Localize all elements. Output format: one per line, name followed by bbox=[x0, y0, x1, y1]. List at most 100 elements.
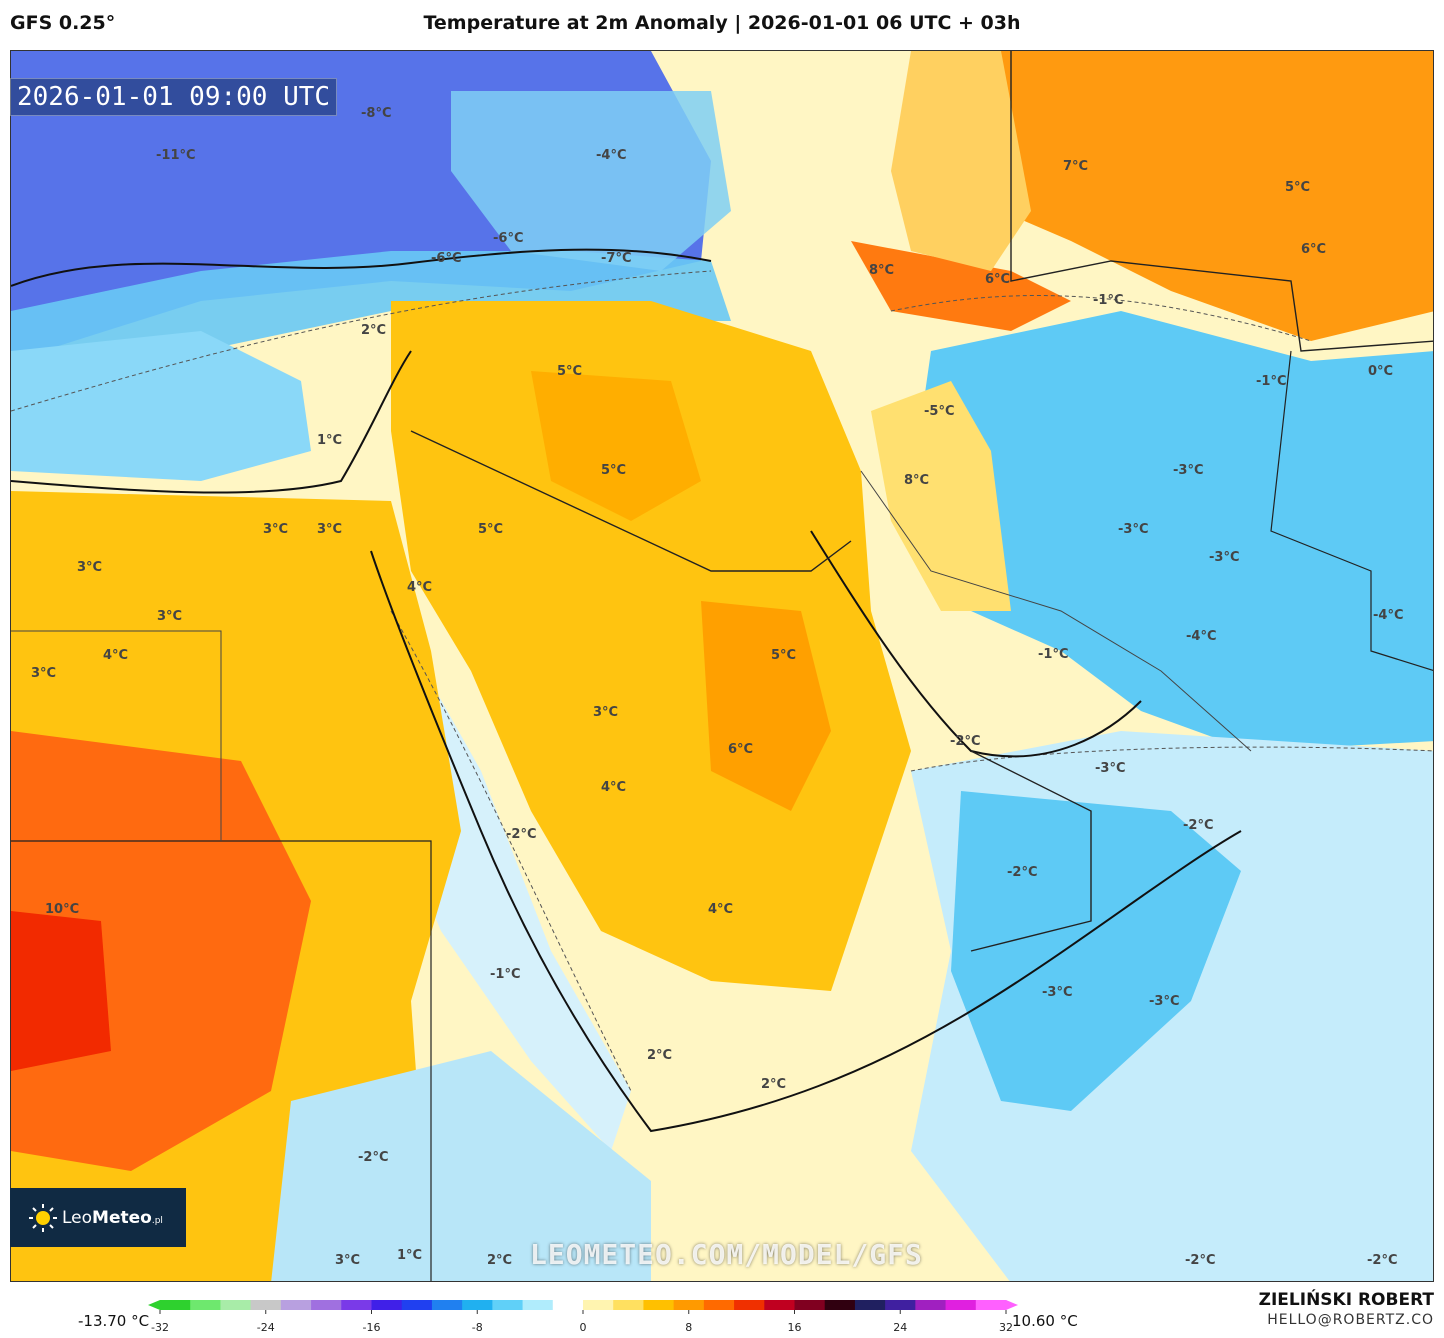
map-label: 5°C bbox=[557, 364, 582, 379]
colorbar-swatch bbox=[794, 1300, 826, 1310]
border bbox=[970, 750, 1092, 952]
colorbar-tick-label: -32 bbox=[151, 1321, 169, 1334]
colorbar-swatch bbox=[160, 1300, 191, 1310]
coastline bbox=[11, 350, 412, 494]
cold-region-iran bbox=[911, 311, 1433, 751]
logo-text: LeoMeteo.pl bbox=[62, 1207, 163, 1228]
map-label: 6°C bbox=[728, 742, 753, 757]
chart-title: Temperature at 2m Anomaly | 2026-01-01 0… bbox=[423, 12, 1021, 34]
colorbar-swatch bbox=[764, 1300, 795, 1310]
author-email: HELLO@ROBERTZ.CO bbox=[1267, 1312, 1434, 1328]
map-canvas: -8°C -11°C -4°C -6°C -6°C -7°C 7°C 5°C 6… bbox=[11, 51, 1433, 1281]
colorbar-tick-label: 24 bbox=[893, 1321, 907, 1334]
map-label: -7°C bbox=[601, 251, 631, 266]
map-label: 3°C bbox=[77, 560, 102, 575]
colorbar-swatch bbox=[824, 1300, 856, 1310]
contour-line bbox=[910, 746, 1433, 772]
colorbar-tick-label: -8 bbox=[472, 1321, 483, 1334]
map-label: 10°C bbox=[45, 902, 79, 917]
warm-core-central-arabia bbox=[701, 601, 831, 811]
cold-region-oman bbox=[951, 791, 1241, 1111]
coastline bbox=[810, 530, 1142, 758]
colorbar-swatch bbox=[311, 1300, 342, 1310]
colorbar-swatch bbox=[431, 1300, 463, 1310]
colorbar-swatch bbox=[250, 1300, 282, 1310]
colorbar-swatch bbox=[975, 1300, 1007, 1310]
map-label: 4°C bbox=[103, 648, 128, 663]
colorbar-swatch bbox=[583, 1300, 614, 1310]
map-label: 2°C bbox=[487, 1253, 512, 1268]
colorbar-swatch bbox=[220, 1300, 252, 1310]
warm-core-north-arabia bbox=[531, 371, 701, 521]
map-label: 2°C bbox=[647, 1048, 672, 1063]
map-label: 1°C bbox=[397, 1248, 422, 1263]
map-label: -6°C bbox=[493, 231, 523, 246]
logo[interactable]: LeoMeteo.pl bbox=[10, 1188, 186, 1247]
map-label: 8°C bbox=[869, 263, 894, 278]
anomaly-map: -8°C -11°C -4°C -6°C -6°C -7°C 7°C 5°C 6… bbox=[10, 50, 1434, 1282]
map-label: 7°C bbox=[1063, 159, 1088, 174]
valid-time-badge: 2026-01-01 09:00 UTC bbox=[10, 78, 338, 116]
map-label: -3°C bbox=[1209, 550, 1239, 565]
colorbar-swatch bbox=[915, 1300, 947, 1310]
map-label: -8°C bbox=[361, 106, 391, 121]
coastline bbox=[11, 248, 712, 287]
map-label: 3°C bbox=[593, 705, 618, 720]
map-label: 3°C bbox=[317, 522, 342, 537]
colorbar-swatch bbox=[190, 1300, 221, 1310]
coastline bbox=[370, 550, 1242, 1133]
map-label: 5°C bbox=[601, 463, 626, 478]
author-credit: ZIELIŃSKI ROBERT HELLO@ROBERTZ.CO bbox=[1259, 1290, 1434, 1328]
map-label: -4°C bbox=[596, 148, 626, 163]
warm-region-caspian bbox=[891, 51, 1031, 271]
pale-region-horn bbox=[271, 1051, 651, 1281]
map-label: 3°C bbox=[335, 1253, 360, 1268]
map-label: -2°C bbox=[358, 1150, 388, 1165]
map-label: -3°C bbox=[1095, 761, 1125, 776]
map-label: -3°C bbox=[1042, 985, 1072, 1000]
map-label: -2°C bbox=[506, 827, 536, 842]
colorbar-min-label: -13.70 °C bbox=[78, 1312, 150, 1330]
watermark: LEOMETEO.COM/MODEL/GFS bbox=[530, 1238, 923, 1271]
map-label: 1°C bbox=[317, 433, 342, 448]
map-label: -2°C bbox=[1007, 865, 1037, 880]
map-label: -1°C bbox=[1256, 374, 1286, 389]
colorbar-swatch bbox=[885, 1300, 916, 1310]
border bbox=[11, 630, 222, 841]
colorbar-tick-label: 32 bbox=[999, 1321, 1013, 1334]
border bbox=[860, 470, 1252, 752]
map-label: -2°C bbox=[1185, 1253, 1215, 1268]
colorbar-swatch bbox=[492, 1300, 524, 1310]
colorbar-swatch bbox=[280, 1300, 312, 1310]
colorbar-swatch bbox=[734, 1300, 765, 1310]
map-label: 8°C bbox=[904, 473, 929, 488]
colorbar-swatch bbox=[371, 1300, 403, 1310]
cold-region-north-edge bbox=[11, 251, 731, 411]
contour-line bbox=[890, 295, 1312, 342]
blue-region-caucasus bbox=[451, 91, 731, 271]
border bbox=[1010, 51, 1433, 352]
cold-region-med bbox=[11, 331, 311, 481]
border bbox=[11, 840, 432, 1281]
map-label: 3°C bbox=[263, 522, 288, 537]
author-name: ZIELIŃSKI ROBERT bbox=[1258, 1290, 1434, 1310]
map-label: -5°C bbox=[924, 404, 954, 419]
map-label: 0°C bbox=[1368, 364, 1393, 379]
colorbar-swatch bbox=[552, 1300, 584, 1310]
colorbar-arrow-min bbox=[148, 1300, 160, 1310]
map-label: -4°C bbox=[1373, 608, 1403, 623]
map-label: -2°C bbox=[1183, 818, 1213, 833]
contour-line bbox=[11, 270, 712, 412]
colorbar-swatch bbox=[673, 1300, 705, 1310]
map-label: -4°C bbox=[1186, 629, 1216, 644]
colorbar-swatch bbox=[613, 1300, 644, 1310]
map-label: 4°C bbox=[407, 580, 432, 595]
warm-region-central-asia bbox=[1001, 51, 1433, 341]
colorbar-swatch bbox=[703, 1300, 735, 1310]
sun-icon bbox=[29, 1203, 57, 1232]
map-label: -6°C bbox=[431, 251, 461, 266]
map-label: 5°C bbox=[1285, 180, 1310, 195]
map-label: 4°C bbox=[601, 780, 626, 795]
colorbar: -32 -24 -16 -8 0 8 16 24 32 bbox=[148, 1300, 1018, 1334]
map-label: 5°C bbox=[478, 522, 503, 537]
